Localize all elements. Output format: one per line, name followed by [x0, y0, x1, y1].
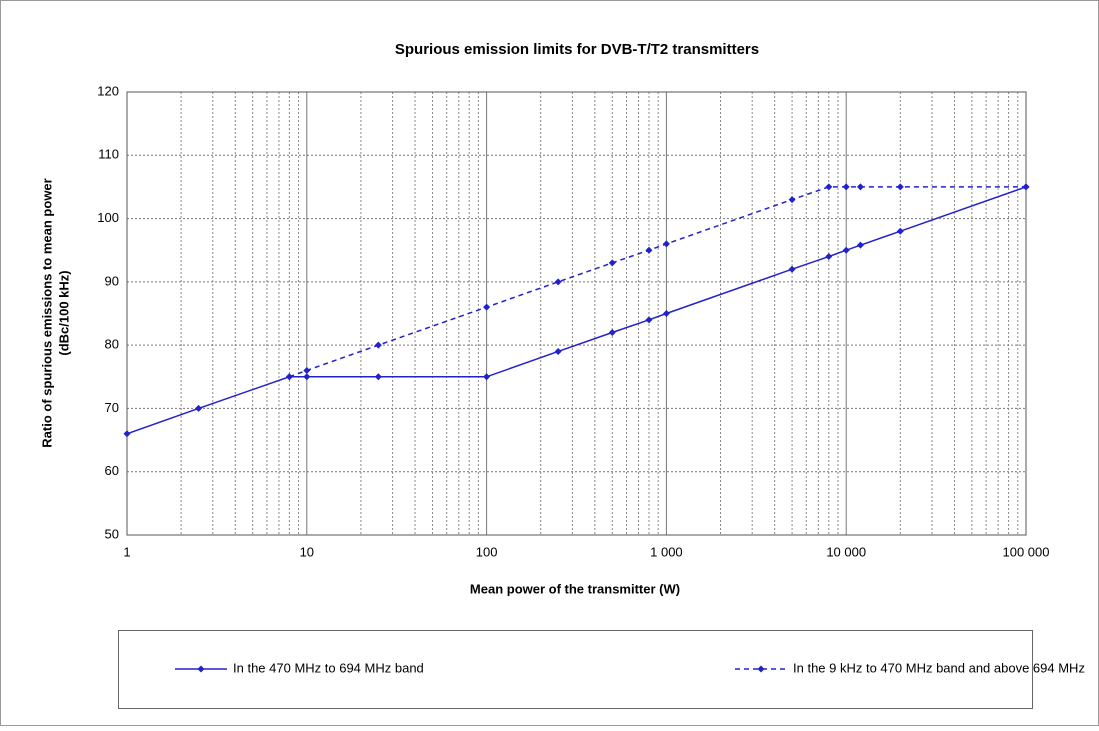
y-tick-label: 90 [105, 273, 119, 288]
point [825, 183, 833, 191]
point [825, 253, 833, 261]
point [645, 246, 653, 254]
point [788, 265, 796, 273]
y-tick-label: 80 [105, 337, 119, 352]
legend-label: In the 470 MHz to 694 MHz band [233, 660, 424, 675]
y-tick-label: 110 [98, 147, 119, 162]
point [842, 246, 850, 254]
point [123, 430, 131, 438]
point [608, 259, 616, 267]
legend-label: In the 9 kHz to 470 MHz band and above 6… [793, 660, 1085, 675]
plot-area [126, 91, 1027, 536]
point [856, 183, 864, 191]
point [662, 240, 670, 248]
y-tick-label: 120 [97, 83, 119, 98]
series-line [289, 186, 1026, 378]
plot-border [126, 91, 1027, 536]
x-tick-label: 10 000 [826, 544, 866, 559]
point [374, 341, 382, 349]
point [303, 373, 311, 381]
point [662, 310, 670, 317]
point [303, 366, 311, 374]
point [554, 347, 562, 355]
legend-marker [197, 665, 205, 673]
point [1022, 183, 1030, 191]
y-axis-label: Ratio of spurious emissions to mean powe… [39, 178, 71, 447]
y-tick-label: 70 [105, 400, 119, 415]
y-tick-label: 100 [97, 210, 119, 225]
point [608, 328, 616, 336]
point [483, 303, 491, 311]
x-tick-label: 10 [300, 544, 314, 559]
point [896, 183, 904, 191]
x-tick-label: 1 [123, 544, 130, 559]
point [374, 373, 382, 381]
point [842, 183, 850, 191]
point [483, 373, 491, 381]
x-tick-label: 100 [476, 544, 498, 559]
y-axis-label-line: (dBc/100 kHz) [56, 270, 71, 355]
legend-box [118, 630, 1033, 709]
y-tick-label: 60 [105, 463, 119, 478]
point [645, 316, 653, 324]
series-line [126, 186, 1027, 435]
point [856, 241, 864, 249]
x-tick-label: 1 000 [650, 544, 683, 559]
x-axis-label: Mean power of the transmitter (W) [470, 581, 680, 596]
point [896, 227, 904, 235]
point [285, 373, 293, 381]
y-tick-label: 50 [105, 526, 119, 541]
point [554, 278, 562, 286]
point [195, 404, 203, 412]
point [788, 196, 796, 204]
y-axis-label-line: Ratio of spurious emissions to mean powe… [39, 178, 54, 447]
x-tick-label: 100 000 [1003, 544, 1050, 559]
chart-title: Spurious emission limits for DVB-T/T2 tr… [395, 41, 759, 58]
legend-marker [757, 665, 765, 673]
